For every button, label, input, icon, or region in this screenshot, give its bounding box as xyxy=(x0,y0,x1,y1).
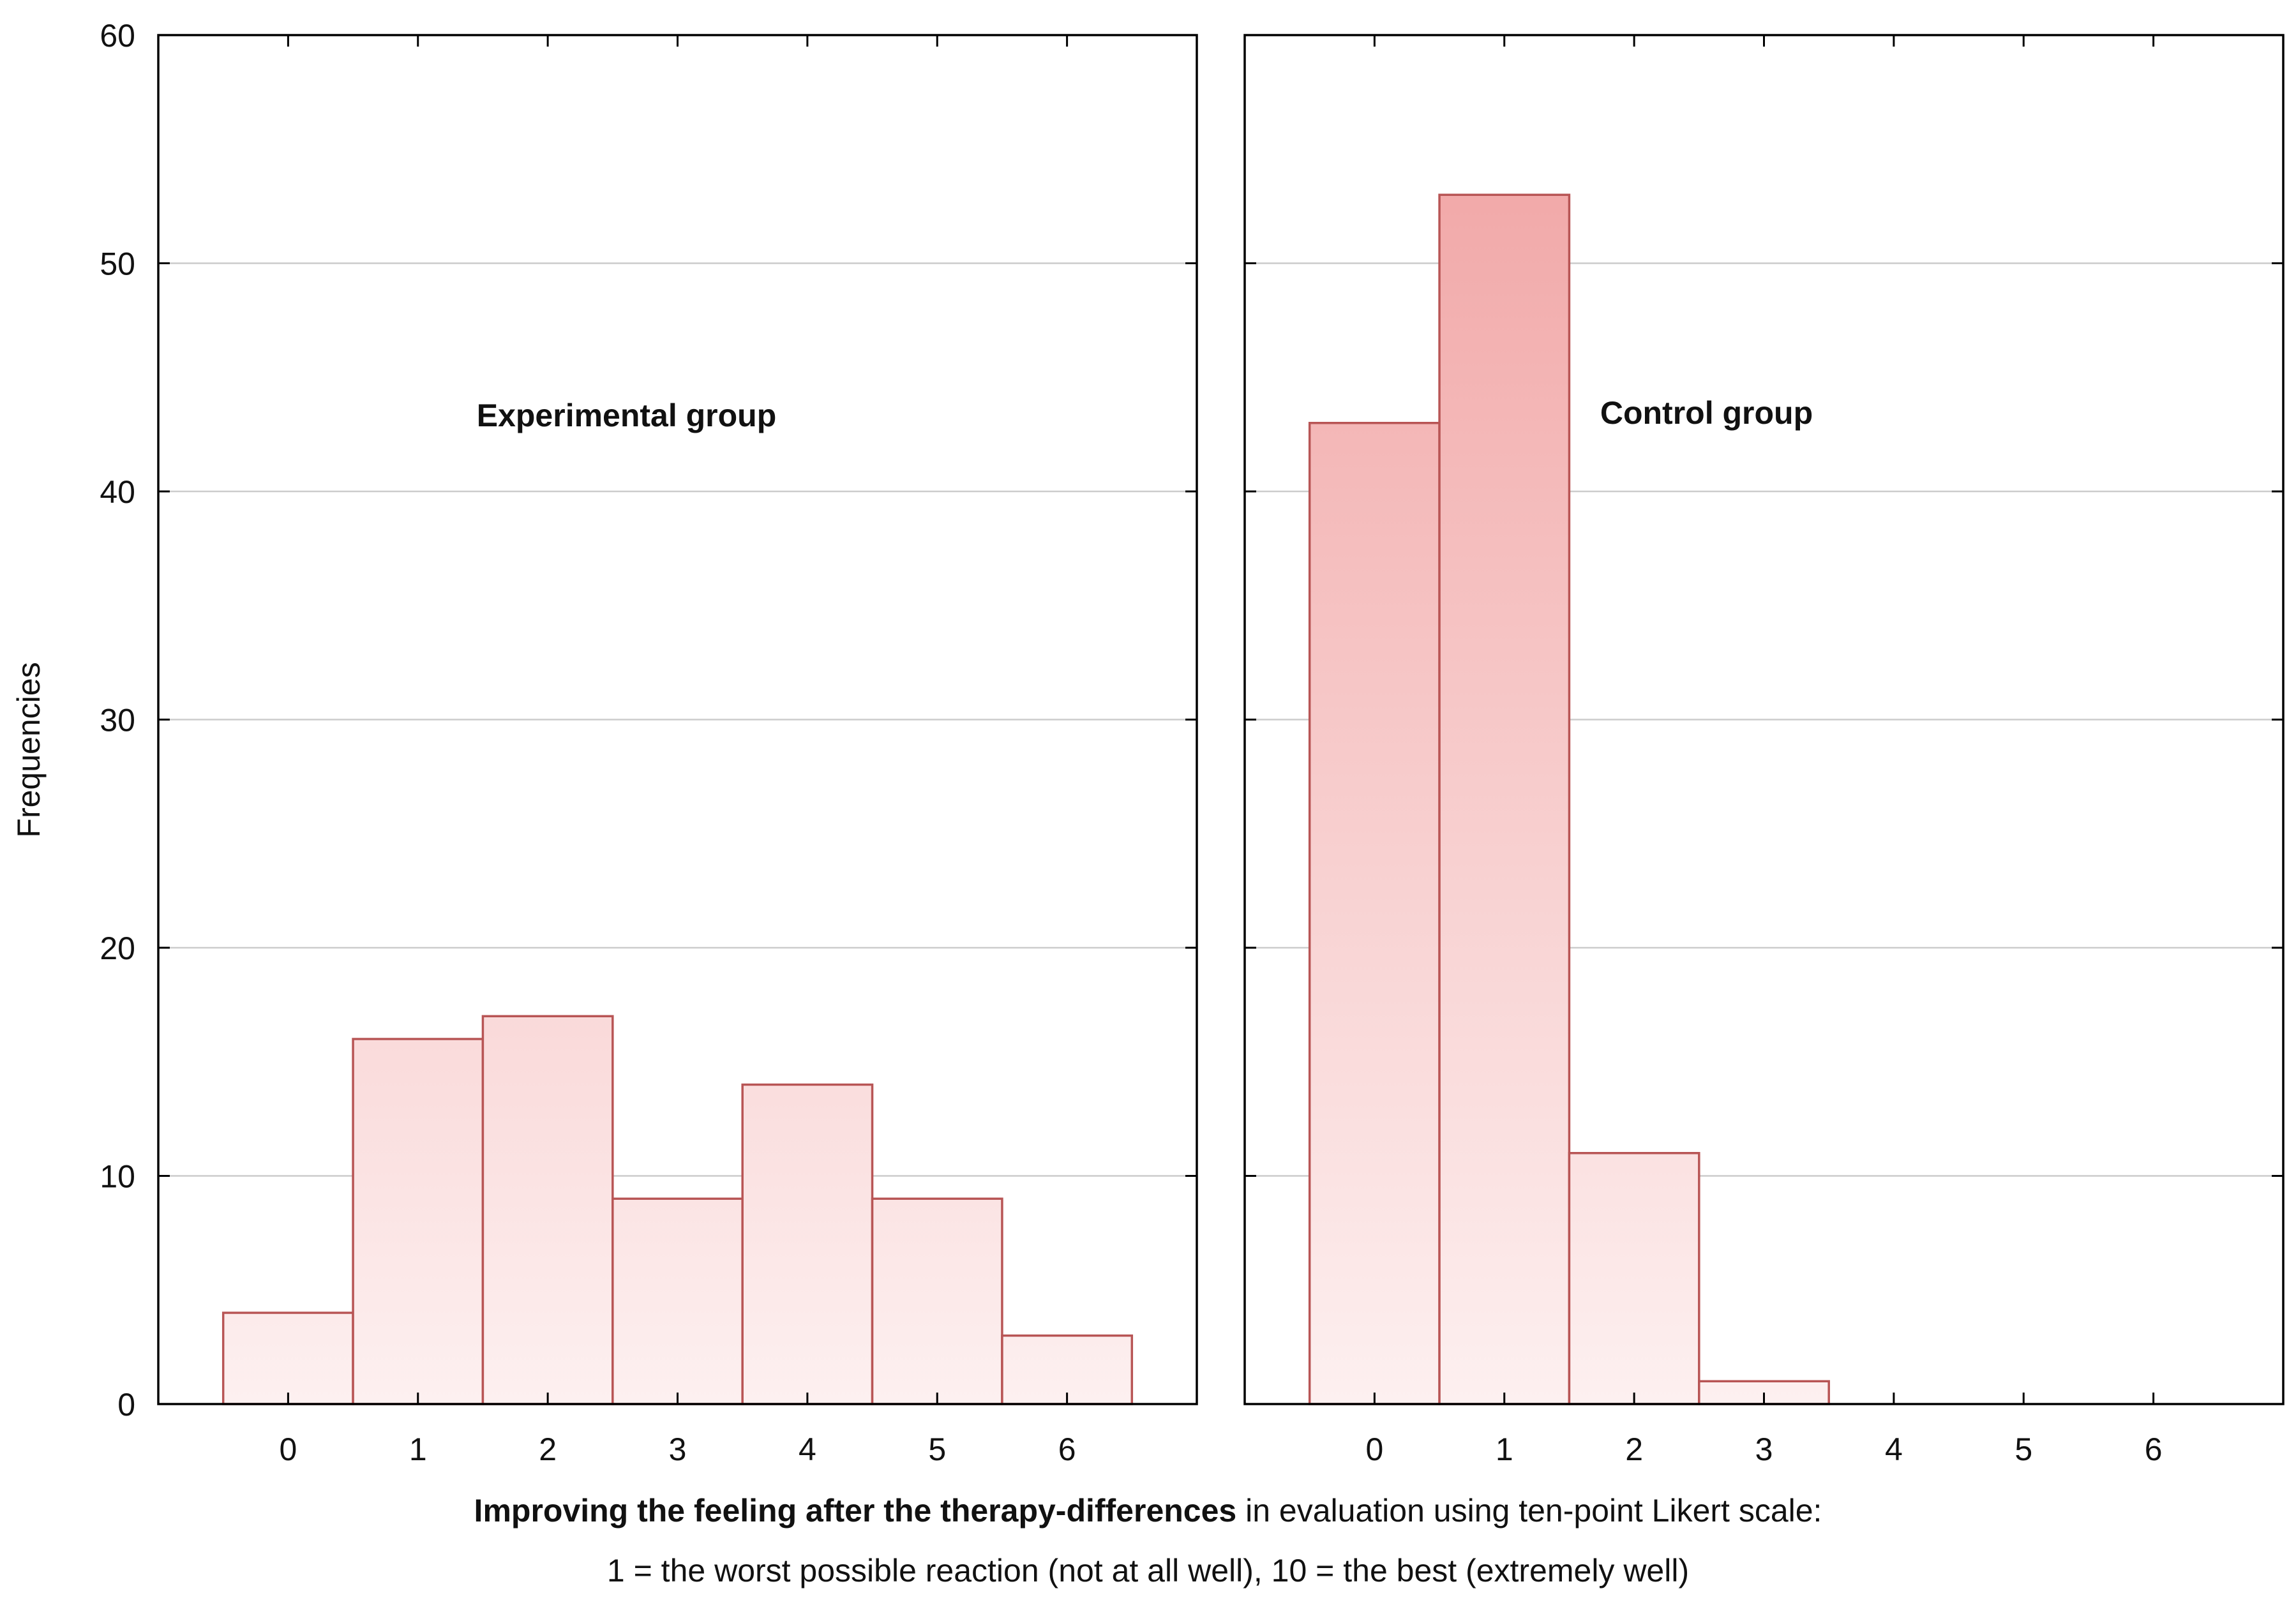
x-tick-label: 3 xyxy=(669,1431,687,1467)
y-tick-label: 60 xyxy=(100,18,135,54)
y-axis-label: Frequencies xyxy=(11,662,47,837)
x-tick-label: 6 xyxy=(1058,1431,1076,1467)
histogram-bar xyxy=(481,1015,614,1405)
x-tick-label: 5 xyxy=(2015,1431,2032,1467)
x-tick-label: 4 xyxy=(1885,1431,1903,1467)
histogram-bar xyxy=(741,1083,874,1405)
x-tick-label: 1 xyxy=(1496,1431,1513,1467)
y-tick-label: 20 xyxy=(100,931,135,966)
x-tick-label: 0 xyxy=(279,1431,297,1467)
histogram-bar xyxy=(871,1197,1003,1405)
x-tick-label: 3 xyxy=(1755,1431,1773,1467)
histogram-bar xyxy=(221,1312,354,1405)
x-tick-label: 0 xyxy=(1365,1431,1383,1467)
x-axis-label-rest: in evaluation using ten-point Likert sca… xyxy=(1236,1493,1822,1529)
y-tick-label: 0 xyxy=(117,1387,135,1423)
x-tick-label: 2 xyxy=(1625,1431,1643,1467)
histogram-bar xyxy=(1438,193,1571,1405)
panel-title: Control group xyxy=(1600,395,1813,431)
histogram-bar xyxy=(1568,1152,1700,1405)
y-tick-label: 40 xyxy=(100,474,135,510)
x-axis-label: Improving the feeling after the therapy-… xyxy=(0,1492,2296,1529)
x-tick-label: 2 xyxy=(539,1431,557,1467)
histogram-bar xyxy=(352,1038,484,1405)
x-tick-label: 1 xyxy=(409,1431,427,1467)
x-tick-label: 4 xyxy=(799,1431,816,1467)
x-axis-label-line2: 1 = the worst possible reaction (not at … xyxy=(606,1553,1690,1588)
histogram-bar xyxy=(1308,422,1441,1405)
histogram-bar xyxy=(612,1197,744,1405)
x-tick-label: 5 xyxy=(928,1431,946,1467)
y-tick-label: 10 xyxy=(100,1159,135,1195)
x-tick-label: 6 xyxy=(2145,1431,2163,1467)
x-axis-label-bold: Improving the feeling after the therapy-… xyxy=(474,1493,1237,1529)
panel-title: Experimental group xyxy=(477,398,777,433)
y-tick-label: 50 xyxy=(100,246,135,282)
y-tick-label: 30 xyxy=(100,703,135,738)
